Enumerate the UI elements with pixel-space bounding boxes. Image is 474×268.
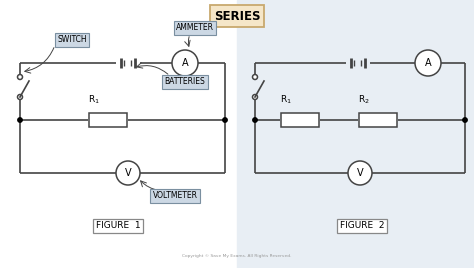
Text: R$_1$: R$_1$ [280, 94, 292, 106]
Circle shape [415, 50, 441, 76]
Circle shape [18, 95, 22, 99]
Text: SERIES: SERIES [214, 9, 260, 23]
Text: BATTERIES: BATTERIES [164, 77, 205, 87]
Circle shape [253, 118, 257, 122]
Text: A: A [182, 58, 188, 68]
Bar [237, 0, 474, 268]
Circle shape [18, 75, 22, 80]
Text: Copyright © Save My Exams. All Rights Reserved.: Copyright © Save My Exams. All Rights Re… [182, 254, 292, 258]
Circle shape [172, 50, 198, 76]
Bar [359, 113, 397, 127]
Text: R$_1$: R$_1$ [88, 94, 100, 106]
Text: V: V [357, 168, 363, 178]
Text: AMMETER: AMMETER [176, 24, 214, 32]
Text: R$_2$: R$_2$ [358, 94, 370, 106]
Text: VOLTMETER: VOLTMETER [153, 192, 198, 200]
Text: SWITCH: SWITCH [57, 35, 87, 44]
Circle shape [253, 95, 257, 99]
Bar [89, 113, 127, 127]
Text: V: V [125, 168, 131, 178]
Circle shape [18, 118, 22, 122]
Circle shape [253, 75, 257, 80]
Circle shape [463, 118, 467, 122]
Circle shape [116, 161, 140, 185]
Text: FIGURE  2: FIGURE 2 [340, 221, 384, 230]
Bar [281, 113, 319, 127]
Circle shape [348, 161, 372, 185]
Text: FIGURE  1: FIGURE 1 [96, 221, 140, 230]
Circle shape [223, 118, 227, 122]
Text: A: A [425, 58, 431, 68]
